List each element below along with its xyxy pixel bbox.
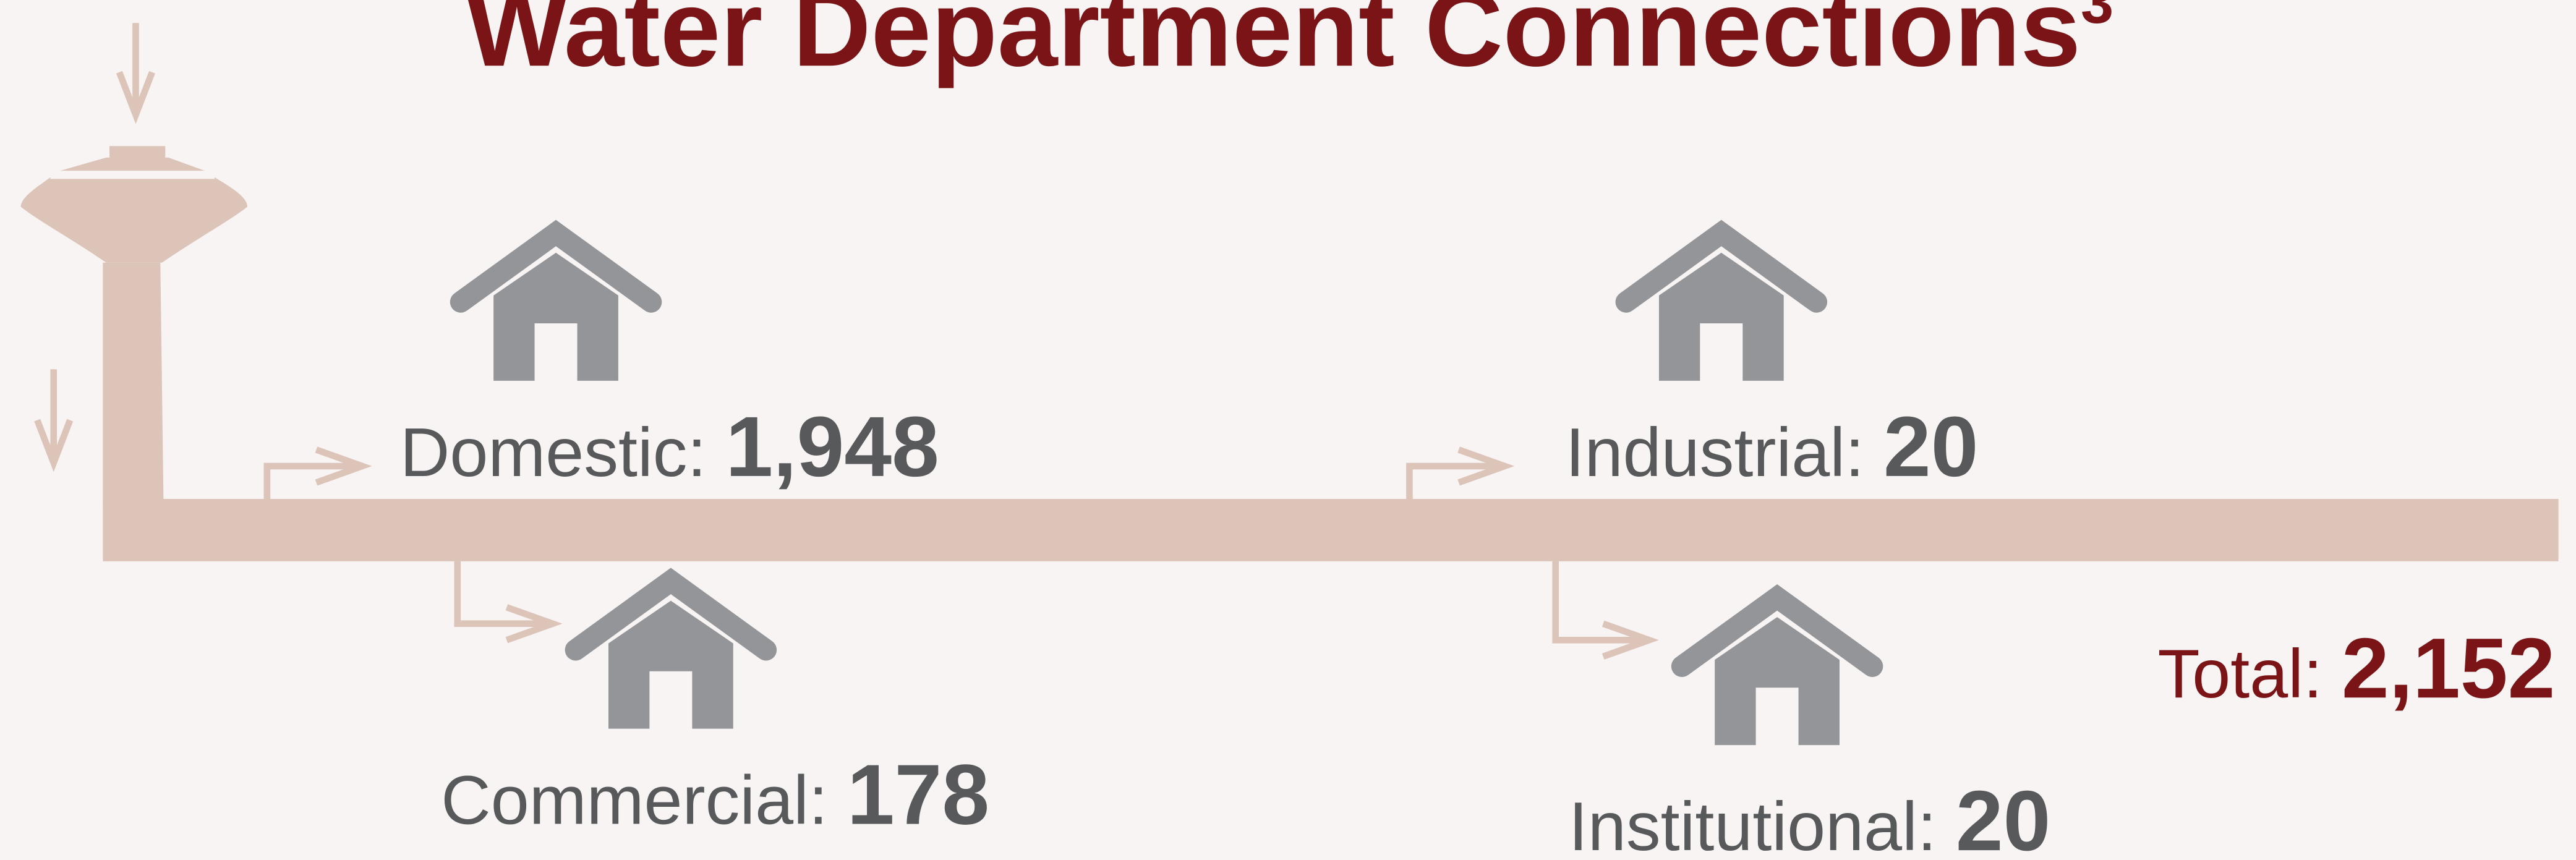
connection: Commercial: 178 [441, 747, 989, 843]
page: Water Department Connections3 Domestic: … [0, 0, 2576, 860]
connection-value: 1,948 [725, 399, 939, 495]
connection-label: Commercial: [441, 762, 828, 839]
title-text: Water Department Connections [466, 0, 2081, 89]
connection-label: Industrial: [1566, 414, 1864, 491]
connection: Industrial: 20 [1566, 399, 1979, 495]
main-pipe [103, 499, 2558, 561]
infographic: Water Department Connections3 Domestic: … [0, 0, 2576, 860]
connection: Domestic: 1,948 [400, 399, 939, 495]
total-value: 2,152 [2342, 621, 2555, 716]
title: Water Department Connections3 [466, 0, 2113, 89]
connection-label: Domestic: [400, 414, 707, 491]
total-label: Total: [2157, 635, 2322, 712]
connection-value: 178 [847, 747, 989, 843]
total: Total: 2,152 [2157, 621, 2555, 716]
connection-value: 20 [1883, 399, 1979, 495]
flow-arrows [37, 23, 1649, 657]
connection-label: Institutional: [1569, 788, 1937, 860]
title-note: 3 [2081, 0, 2113, 36]
connection: Institutional: 20 [1569, 773, 2050, 860]
connection-value: 20 [1956, 773, 2051, 860]
